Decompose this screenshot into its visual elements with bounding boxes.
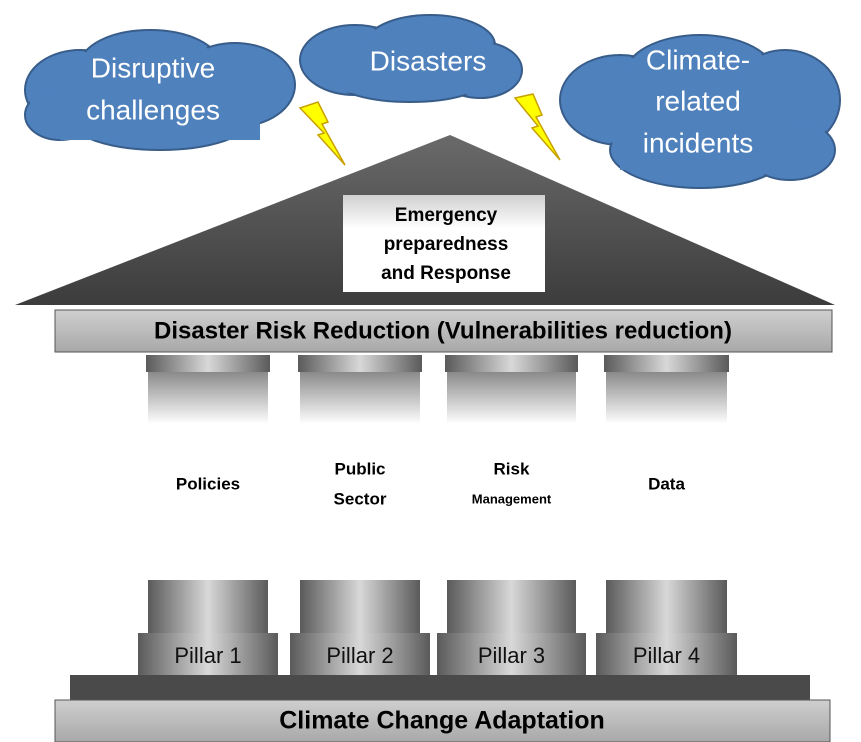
step [70, 675, 810, 701]
pillar-base-label: Pillar 2 [326, 643, 393, 668]
roof-label: and Response [381, 263, 511, 284]
pillar-cap [445, 355, 578, 372]
pillar-bottom [606, 580, 727, 635]
cloud-label: Disruptive [91, 52, 215, 83]
cloud-label: challenges [86, 94, 220, 125]
roof-label: preparedness [384, 234, 509, 255]
cloud [25, 30, 295, 150]
pillar-cap [604, 355, 729, 372]
foundation-label: Climate Change Adaptation [279, 707, 605, 735]
pillar-base-label: Pillar 4 [633, 643, 700, 668]
temple-diagram: Emergency preparedness and Response Disa… [0, 0, 861, 742]
pillar-cap [146, 355, 270, 372]
cloud-label: Climate- [646, 44, 750, 75]
pillar-label: Data [648, 474, 685, 493]
pillar-base-label: Pillar 1 [174, 643, 241, 668]
pillar-label: Management [472, 491, 552, 506]
cloud-label: Disasters [370, 45, 487, 76]
pillar-label: Risk [494, 459, 530, 478]
pillar-base-label: Pillar 3 [478, 643, 545, 668]
pillar-label: Public [334, 459, 385, 478]
roof-label: Emergency [395, 205, 498, 226]
pillar-label: Policies [176, 474, 240, 493]
pillars: Pillar 1 Policies Pillar 2 Public Sector Pill… [138, 355, 737, 677]
pillar-bottom [447, 580, 576, 635]
pillar-bottom [300, 580, 420, 635]
pillar-bottom [148, 580, 268, 635]
pillar-cap [298, 355, 422, 372]
cloud-label: incidents [643, 127, 754, 158]
beam-label: Disaster Risk Reduction (Vulnerabilities… [154, 317, 732, 344]
pillar-label: Sector [334, 489, 387, 508]
cloud-label: related [655, 85, 741, 116]
